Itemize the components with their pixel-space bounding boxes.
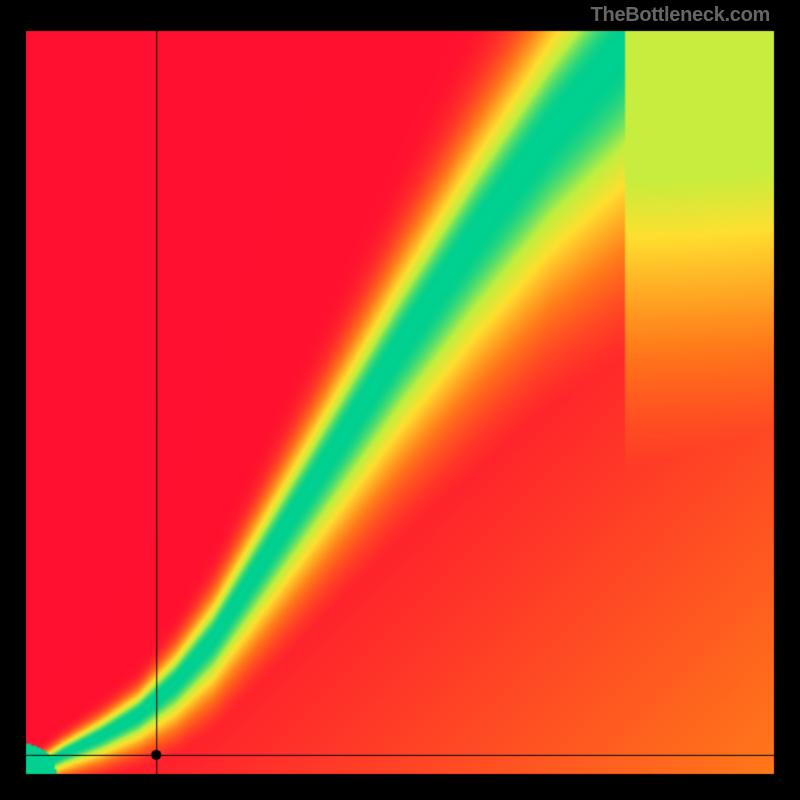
attribution-text: TheBottleneck.com bbox=[591, 4, 770, 27]
chart-container: TheBottleneck.com bbox=[0, 0, 800, 800]
heatmap-canvas bbox=[0, 0, 800, 800]
